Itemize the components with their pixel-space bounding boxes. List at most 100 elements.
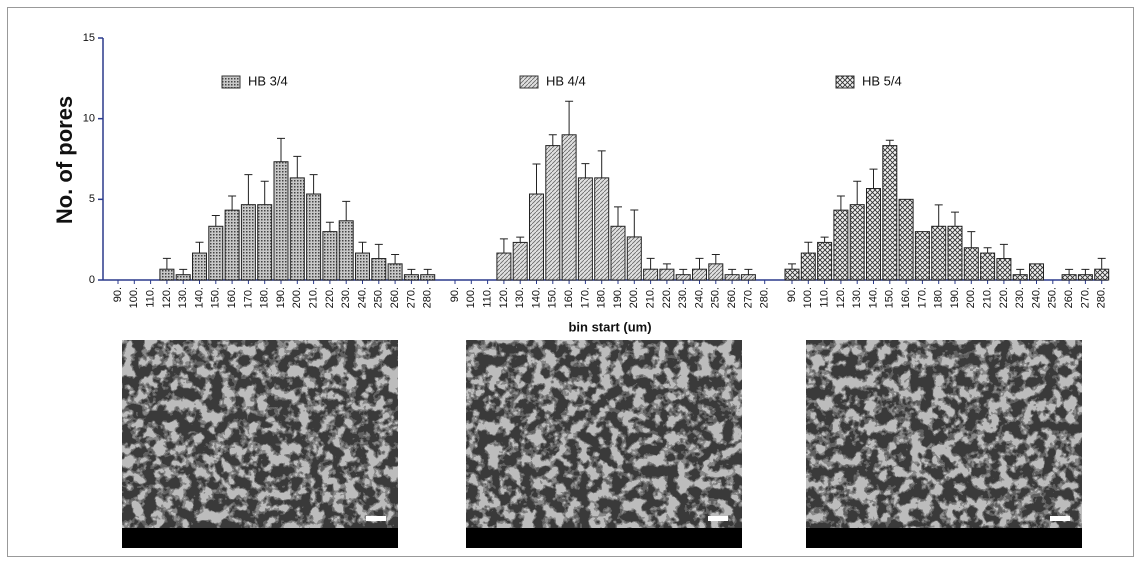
error-bar	[260, 180, 269, 205]
y-tick-label: 5	[89, 193, 95, 205]
error-bar	[744, 268, 753, 275]
error-bar	[934, 204, 943, 227]
x-tick-label: 150.	[210, 287, 222, 308]
x-tick-label: 120.	[498, 287, 510, 308]
error-bar	[244, 174, 253, 205]
error-bar	[228, 195, 237, 211]
error-bar	[836, 195, 845, 211]
x-tick-label: 250.	[710, 287, 722, 308]
error-bar	[788, 263, 796, 270]
bar	[724, 274, 740, 281]
x-tick-label: 120.	[161, 287, 173, 308]
bar	[914, 231, 930, 281]
error-bar	[499, 238, 508, 254]
error-bar	[423, 268, 432, 275]
error-bar	[662, 263, 671, 270]
bar	[420, 274, 436, 281]
error-bar	[195, 241, 204, 254]
x-tick-label: 260.	[726, 287, 738, 308]
x-tick-label: 210.	[982, 287, 994, 308]
bar	[626, 236, 642, 281]
y-tick-label: 10	[83, 113, 95, 125]
x-tick-label: 130.	[177, 287, 189, 308]
sem-images	[122, 340, 1082, 548]
x-tick-label: 100.	[465, 287, 477, 308]
x-tick-label: 160.	[226, 287, 238, 308]
error-bar	[1065, 268, 1074, 275]
bar	[403, 274, 419, 281]
bar	[512, 241, 528, 281]
x-tick-label: 240.	[1030, 287, 1042, 308]
error-bar	[951, 211, 959, 227]
x-tick-label: 180.	[933, 287, 945, 308]
bar	[1094, 268, 1110, 281]
error-bar	[548, 134, 557, 146]
legend-swatch	[519, 75, 539, 89]
bar	[577, 177, 593, 281]
x-tick-label: 150.	[547, 287, 559, 308]
bar	[692, 268, 707, 281]
bar	[898, 198, 914, 281]
x-tick-label: 180.	[596, 287, 608, 308]
error-bar	[820, 236, 829, 243]
error-bar	[407, 268, 416, 275]
bar	[833, 209, 849, 281]
legend-label: HB 5/4	[862, 73, 902, 88]
error-bar	[532, 163, 541, 195]
error-bar	[804, 241, 813, 254]
bar	[675, 274, 691, 281]
error-bar	[342, 200, 351, 221]
error-bar	[679, 268, 688, 275]
error-bar	[630, 209, 639, 237]
bar	[192, 252, 207, 281]
bar	[496, 252, 512, 281]
bar	[355, 252, 370, 281]
bar	[529, 193, 544, 281]
error-bar	[885, 139, 894, 146]
error-bar	[614, 206, 622, 227]
y-tick-label: 0	[89, 274, 95, 286]
bar	[740, 274, 756, 281]
x-tick-label: 220.	[324, 287, 336, 308]
error-bar	[516, 236, 525, 243]
bar	[963, 247, 979, 281]
x-tick-label: 190.	[275, 287, 287, 308]
bar	[882, 145, 898, 281]
error-bar	[1097, 257, 1106, 270]
x-tick-label: 160.	[900, 287, 912, 308]
error-bar	[597, 150, 606, 178]
error-bar	[277, 137, 285, 162]
bar	[289, 177, 305, 281]
x-tick-label: 270.	[1079, 287, 1091, 308]
bar	[931, 225, 947, 281]
x-tick-label: 280.	[759, 287, 771, 308]
bar	[708, 263, 724, 281]
bar	[208, 225, 224, 281]
x-tick-label: 110.	[482, 287, 494, 308]
error-bar	[999, 243, 1008, 259]
legend-swatch	[835, 75, 855, 89]
legend-label: HB 4/4	[546, 73, 586, 88]
x-tick-label: 110.	[819, 287, 831, 308]
x-tick-label: 100.	[802, 287, 814, 308]
x-tick-label: 90.	[786, 287, 798, 302]
bar	[322, 231, 338, 281]
error-bar	[1081, 268, 1090, 275]
x-tick-label: 200.	[628, 287, 640, 308]
sem-image	[122, 340, 398, 548]
bar	[1077, 274, 1093, 281]
bar	[338, 220, 354, 281]
error-bar	[728, 268, 737, 275]
error-bar	[162, 257, 171, 270]
bar	[306, 193, 322, 281]
bar	[1012, 274, 1028, 281]
bar	[159, 268, 175, 281]
bar	[800, 252, 816, 281]
x-tick-label: 190.	[949, 287, 961, 308]
x-tick-label: 130.	[851, 287, 863, 308]
legend-swatch	[221, 75, 241, 89]
bar	[866, 188, 881, 281]
error-bar	[179, 268, 188, 275]
x-tick-label: 250.	[373, 287, 385, 308]
